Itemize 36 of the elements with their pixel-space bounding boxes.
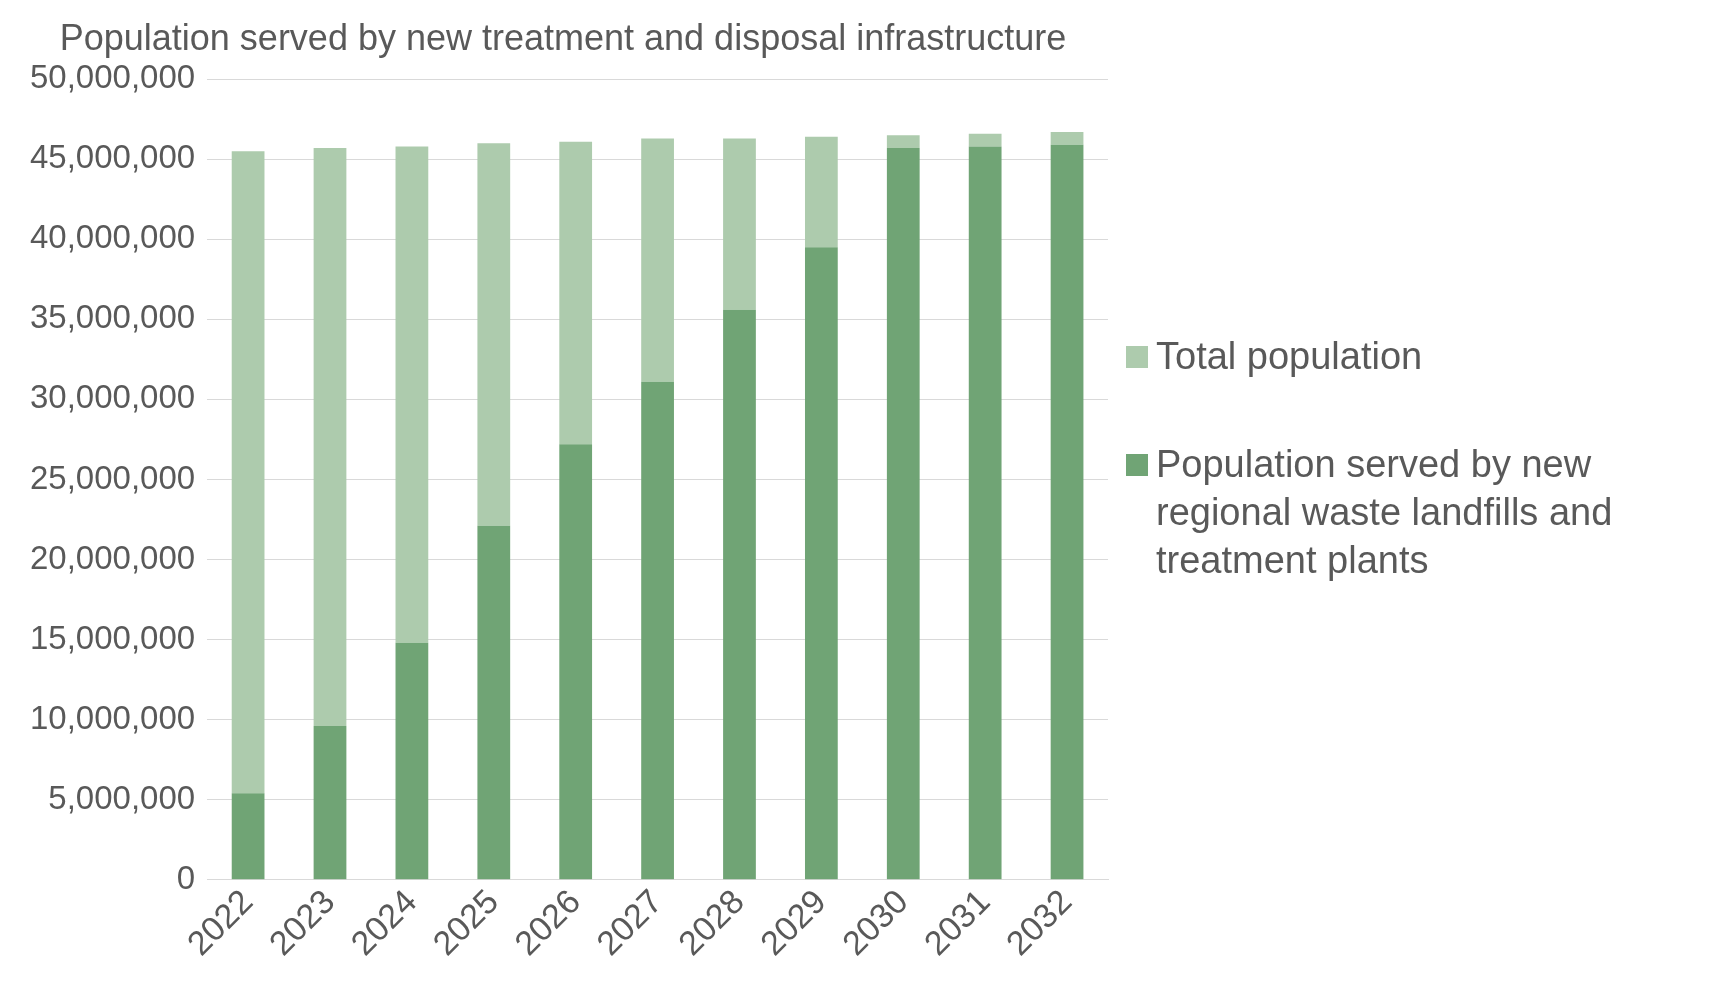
y-tick-label: 35,000,000 [29, 298, 196, 336]
legend-label: Total population [1156, 334, 1423, 379]
bar [968, 133, 1002, 147]
y-tick-label: 5,000,000 [48, 778, 196, 816]
y-tick-label: 15,000,000 [29, 618, 196, 656]
y-tick-label: 45,000,000 [29, 138, 196, 176]
bar [559, 141, 593, 445]
y-tick-label: 20,000,000 [29, 538, 196, 576]
bar [886, 148, 920, 880]
bar [559, 444, 593, 880]
bar [395, 146, 429, 643]
legend-label: Population served by new regional waste landfills and treatment plants [1156, 442, 1614, 583]
bar [313, 148, 347, 726]
y-tick-label: 25,000,000 [29, 458, 196, 496]
chart-title: Population served by new treatment and disposal infrastructure [59, 16, 1067, 58]
bar [804, 136, 838, 248]
bar [804, 247, 838, 880]
bar [641, 138, 674, 382]
bar [395, 642, 429, 880]
y-tick-label: 0 [176, 858, 196, 896]
bar [1050, 144, 1084, 880]
bar [641, 381, 674, 880]
bar [886, 135, 920, 149]
bar [723, 138, 756, 310]
bar [477, 143, 511, 526]
bar [231, 151, 265, 794]
y-tick-label: 50,000,000 [29, 58, 196, 96]
bar [1050, 132, 1084, 145]
bar [968, 146, 1002, 880]
bar [313, 725, 347, 880]
bar [723, 309, 756, 880]
y-tick-label: 30,000,000 [29, 378, 196, 416]
bar [231, 793, 265, 880]
y-tick-label: 10,000,000 [29, 698, 196, 736]
bar [477, 525, 511, 880]
y-tick-label: 40,000,000 [29, 218, 196, 256]
